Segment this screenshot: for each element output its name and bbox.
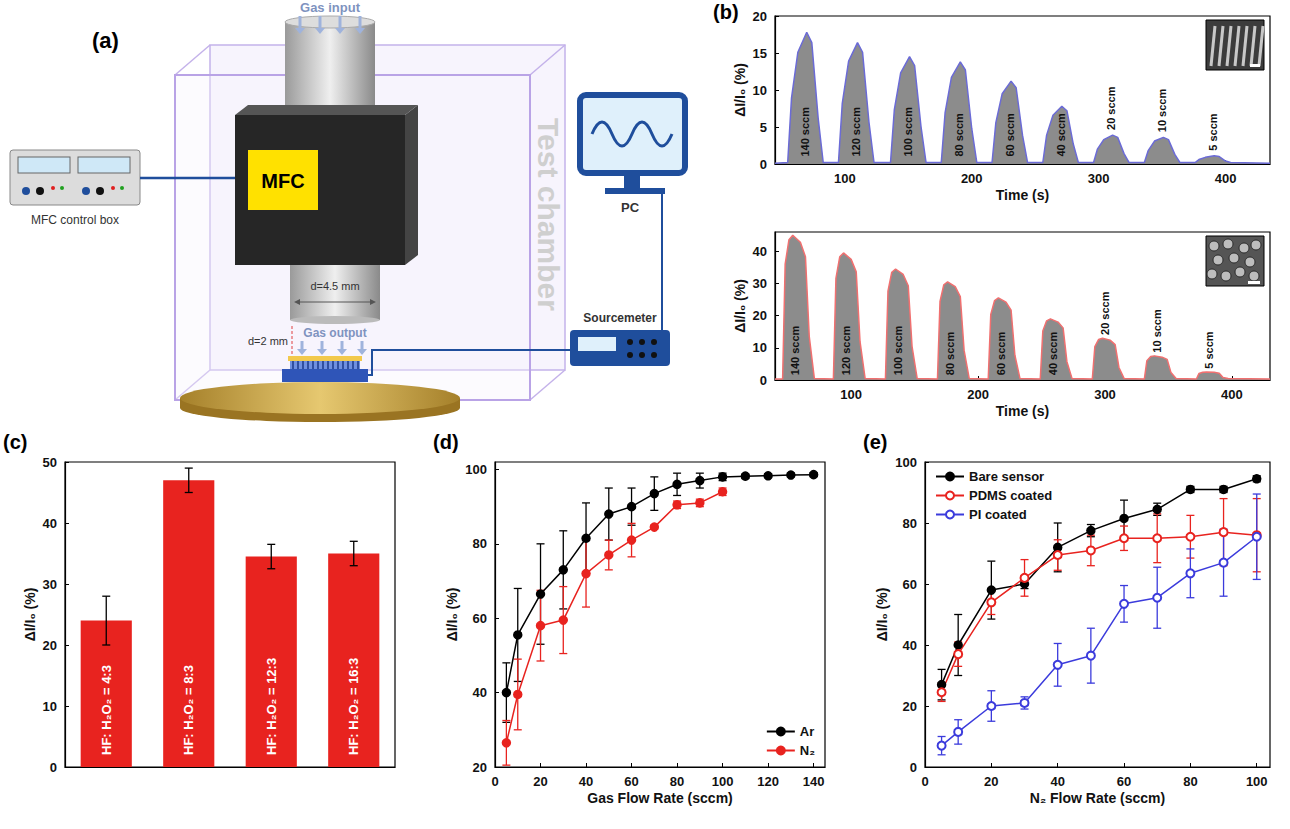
svg-text:Ar: Ar — [800, 724, 814, 739]
svg-text:ΔI/I₀ (%): ΔI/I₀ (%) — [874, 588, 890, 642]
svg-text:120: 120 — [757, 774, 779, 789]
svg-text:30: 30 — [43, 577, 57, 592]
svg-text:60: 60 — [1117, 774, 1131, 789]
svg-text:N₂: N₂ — [800, 743, 815, 758]
svg-text:100: 100 — [834, 171, 856, 186]
svg-text:MFC: MFC — [261, 170, 304, 192]
svg-text:0: 0 — [760, 373, 767, 388]
svg-text:200: 200 — [961, 171, 983, 186]
svg-text:200: 200 — [967, 387, 989, 402]
svg-text:10 sccm: 10 sccm — [1151, 309, 1163, 353]
svg-text:20 sccm: 20 sccm — [1099, 291, 1111, 335]
svg-text:140 sccm: 140 sccm — [799, 107, 811, 157]
svg-text:(a): (a) — [92, 28, 119, 53]
svg-text:40: 40 — [43, 516, 57, 531]
svg-text:40 sccm: 40 sccm — [1047, 332, 1059, 376]
svg-text:ΔI/I₀ (%): ΔI/I₀ (%) — [22, 588, 38, 642]
svg-text:5 sccm: 5 sccm — [1203, 331, 1215, 369]
svg-text:80: 80 — [473, 536, 487, 551]
svg-text:20: 20 — [473, 760, 487, 775]
svg-text:20: 20 — [43, 638, 57, 653]
svg-text:10 sccm: 10 sccm — [1156, 89, 1168, 133]
svg-text:100 sccm: 100 sccm — [892, 325, 904, 375]
svg-text:Gas Flow Rate (sccm): Gas Flow Rate (sccm) — [587, 790, 733, 806]
svg-text:ΔI/I₀ (%): ΔI/I₀ (%) — [444, 588, 460, 642]
svg-text:60 sccm: 60 sccm — [995, 332, 1007, 376]
svg-text:MFC control box: MFC control box — [31, 213, 119, 227]
svg-text:PDMS coated: PDMS coated — [969, 488, 1052, 503]
svg-text:PI coated: PI coated — [969, 507, 1027, 522]
svg-text:140: 140 — [803, 774, 825, 789]
svg-text:40: 40 — [473, 685, 487, 700]
svg-text:Time (s): Time (s) — [996, 403, 1049, 419]
svg-text:Gas output: Gas output — [303, 326, 366, 340]
svg-text:0: 0 — [760, 157, 767, 172]
svg-text:100: 100 — [1246, 774, 1268, 789]
svg-text:5 sccm: 5 sccm — [1207, 113, 1219, 151]
svg-text:60: 60 — [473, 611, 487, 626]
svg-text:ΔI/I₀ (%): ΔI/I₀ (%) — [732, 63, 748, 117]
svg-text:50: 50 — [43, 455, 57, 470]
svg-text:20 sccm: 20 sccm — [1105, 86, 1117, 130]
svg-text:(d): (d) — [433, 431, 459, 453]
svg-text:60: 60 — [903, 577, 917, 592]
svg-text:HF: H₂O₂ = 16:3: HF: H₂O₂ = 16:3 — [346, 658, 361, 755]
svg-text:PC: PC — [621, 200, 640, 215]
svg-text:10: 10 — [753, 340, 767, 355]
svg-text:60 sccm: 60 sccm — [1004, 113, 1016, 157]
svg-text:80 sccm: 80 sccm — [944, 332, 956, 376]
svg-text:60: 60 — [624, 774, 638, 789]
svg-text:HF: H₂O₂ = 8:3: HF: H₂O₂ = 8:3 — [181, 665, 196, 755]
svg-text:20: 20 — [903, 699, 917, 714]
svg-text:Bare sensor: Bare sensor — [969, 469, 1044, 484]
svg-text:40: 40 — [1050, 774, 1064, 789]
svg-text:120 sccm: 120 sccm — [850, 107, 862, 157]
svg-text:d=2 mm: d=2 mm — [248, 335, 288, 347]
svg-text:140 sccm: 140 sccm — [789, 325, 801, 375]
svg-text:100: 100 — [712, 774, 734, 789]
svg-text:100: 100 — [465, 462, 487, 477]
svg-text:HF: H₂O₂ = 4:3: HF: H₂O₂ = 4:3 — [99, 665, 114, 755]
svg-text:80: 80 — [1183, 774, 1197, 789]
svg-text:10: 10 — [753, 83, 767, 98]
svg-text:400: 400 — [1221, 387, 1243, 402]
svg-text:40 sccm: 40 sccm — [1055, 113, 1067, 157]
svg-text:20: 20 — [753, 308, 767, 323]
svg-text:Test chamber: Test chamber — [532, 118, 565, 311]
svg-text:ΔI/I₀ (%): ΔI/I₀ (%) — [732, 279, 748, 333]
svg-text:0: 0 — [50, 760, 57, 775]
svg-text:0: 0 — [921, 774, 928, 789]
svg-text:300: 300 — [1094, 387, 1116, 402]
svg-text:HF: H₂O₂ = 12:3: HF: H₂O₂ = 12:3 — [264, 658, 279, 755]
svg-text:40: 40 — [753, 244, 767, 259]
svg-text:80: 80 — [903, 516, 917, 531]
svg-text:(b): (b) — [713, 1, 739, 23]
svg-text:0: 0 — [910, 760, 917, 775]
svg-text:80: 80 — [670, 774, 684, 789]
svg-text:0: 0 — [491, 774, 498, 789]
svg-text:30: 30 — [753, 276, 767, 291]
svg-text:20: 20 — [753, 9, 767, 24]
svg-text:Sourcemeter: Sourcemeter — [583, 311, 657, 325]
svg-text:5: 5 — [760, 120, 767, 135]
svg-text:20: 20 — [984, 774, 998, 789]
svg-text:d=4.5 mm: d=4.5 mm — [310, 280, 359, 292]
svg-text:(e): (e) — [863, 431, 887, 453]
svg-text:100 sccm: 100 sccm — [902, 107, 914, 157]
svg-text:100: 100 — [895, 455, 917, 470]
svg-text:20: 20 — [533, 774, 547, 789]
svg-text:Time (s): Time (s) — [996, 187, 1049, 203]
svg-text:400: 400 — [1215, 171, 1237, 186]
svg-text:40: 40 — [579, 774, 593, 789]
svg-text:(c): (c) — [3, 431, 27, 453]
svg-text:100: 100 — [840, 387, 862, 402]
svg-text:N₂ Flow Rate (sccm): N₂ Flow Rate (sccm) — [1030, 790, 1165, 806]
svg-text:120 sccm: 120 sccm — [840, 325, 852, 375]
svg-text:15: 15 — [753, 46, 767, 61]
svg-text:10: 10 — [43, 699, 57, 714]
svg-text:80 sccm: 80 sccm — [953, 113, 965, 157]
svg-text:40: 40 — [903, 638, 917, 653]
svg-text:Gas input: Gas input — [300, 0, 361, 15]
svg-text:300: 300 — [1088, 171, 1110, 186]
